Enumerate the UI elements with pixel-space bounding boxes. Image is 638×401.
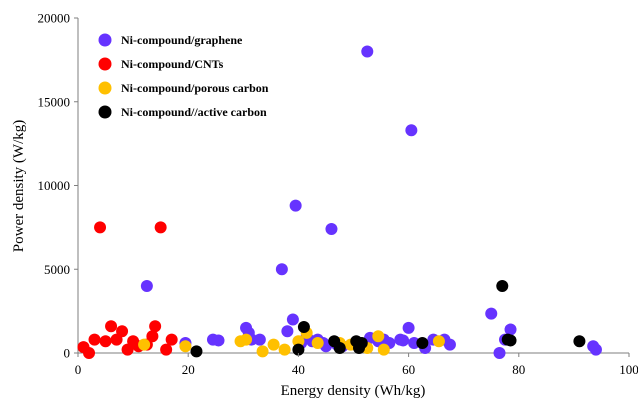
x-tick-label: 20 — [182, 362, 195, 377]
data-point — [179, 340, 192, 353]
data-point — [116, 325, 129, 338]
legend-item: Ni-compound/porous carbon — [98, 81, 269, 95]
data-point — [94, 221, 107, 234]
data-point — [432, 335, 445, 348]
legend-item: Ni-compound/CNTs — [98, 57, 224, 71]
data-point — [408, 336, 421, 349]
data-point — [140, 280, 153, 292]
data-point — [416, 336, 429, 349]
data-point — [281, 325, 294, 338]
y-tick-label: 5000 — [44, 262, 70, 277]
legend-label: Ni-compound/graphene — [121, 33, 243, 47]
data-point — [355, 336, 368, 349]
x-tick-label: 100 — [619, 362, 638, 377]
legend-marker — [98, 81, 112, 95]
y-tick-label: 20000 — [38, 11, 71, 26]
data-point — [443, 338, 456, 351]
data-point — [240, 333, 253, 346]
y-axis-title: Power density (W/kg) — [11, 120, 27, 252]
data-point — [405, 124, 418, 137]
data-point — [504, 334, 517, 347]
data-point — [333, 341, 346, 354]
legend-marker — [98, 105, 112, 119]
data-point — [154, 221, 167, 234]
data-point — [504, 323, 517, 336]
legend-marker — [98, 33, 112, 47]
x-tick-label: 0 — [75, 362, 82, 377]
legend-item: Ni-compound//active carbon — [98, 105, 267, 119]
legend-marker — [98, 57, 112, 71]
data-point — [292, 335, 305, 348]
data-point — [325, 223, 338, 236]
data-point — [286, 313, 299, 326]
data-point — [311, 336, 324, 349]
data-point — [105, 320, 118, 333]
data-point — [83, 347, 96, 359]
data-point — [372, 330, 385, 343]
data-point — [190, 345, 203, 358]
data-point — [573, 335, 586, 348]
data-point — [493, 347, 506, 359]
y-tick-label: 0 — [64, 346, 71, 361]
series-4 — [190, 280, 586, 358]
data-point — [589, 343, 602, 356]
legend: Ni-compound/graphene Ni-compound/CNTs Ni-c… — [98, 33, 269, 119]
legend-item: Ni-compound/graphene — [98, 33, 243, 47]
data-point — [377, 343, 390, 356]
legend-label: Ni-compound/CNTs — [121, 57, 224, 71]
data-points — [77, 45, 602, 359]
data-point — [289, 199, 302, 212]
data-point — [160, 343, 173, 356]
x-tick-label: 40 — [292, 362, 305, 377]
data-point — [138, 338, 151, 351]
data-point — [278, 343, 291, 356]
series-2 — [77, 221, 178, 359]
x-axis-title: Energy density (Wh/kg) — [281, 383, 426, 399]
y-tick-label: 15000 — [38, 94, 71, 109]
data-point — [99, 335, 112, 348]
data-point — [496, 280, 509, 292]
axis-ticks: 0 20 40 60 80 100 0 5000 10000 15000 20000 — [38, 11, 638, 378]
y-tick-label: 10000 — [38, 178, 71, 193]
data-point — [397, 334, 410, 347]
data-point — [275, 263, 288, 276]
data-point — [212, 334, 225, 347]
legend-label: Ni-compound/porous carbon — [121, 81, 269, 95]
data-point — [297, 321, 310, 334]
x-tick-label: 80 — [512, 362, 525, 377]
data-point — [361, 45, 374, 58]
data-point — [88, 333, 101, 346]
data-point — [149, 320, 162, 333]
data-point — [267, 338, 280, 351]
x-tick-label: 60 — [402, 362, 415, 377]
data-point — [402, 321, 415, 334]
data-point — [256, 345, 269, 358]
data-point — [292, 343, 305, 356]
data-point — [146, 330, 159, 343]
data-point — [485, 307, 498, 320]
data-point — [253, 333, 266, 346]
data-point — [165, 333, 178, 346]
legend-label: Ni-compound//active carbon — [121, 105, 267, 119]
